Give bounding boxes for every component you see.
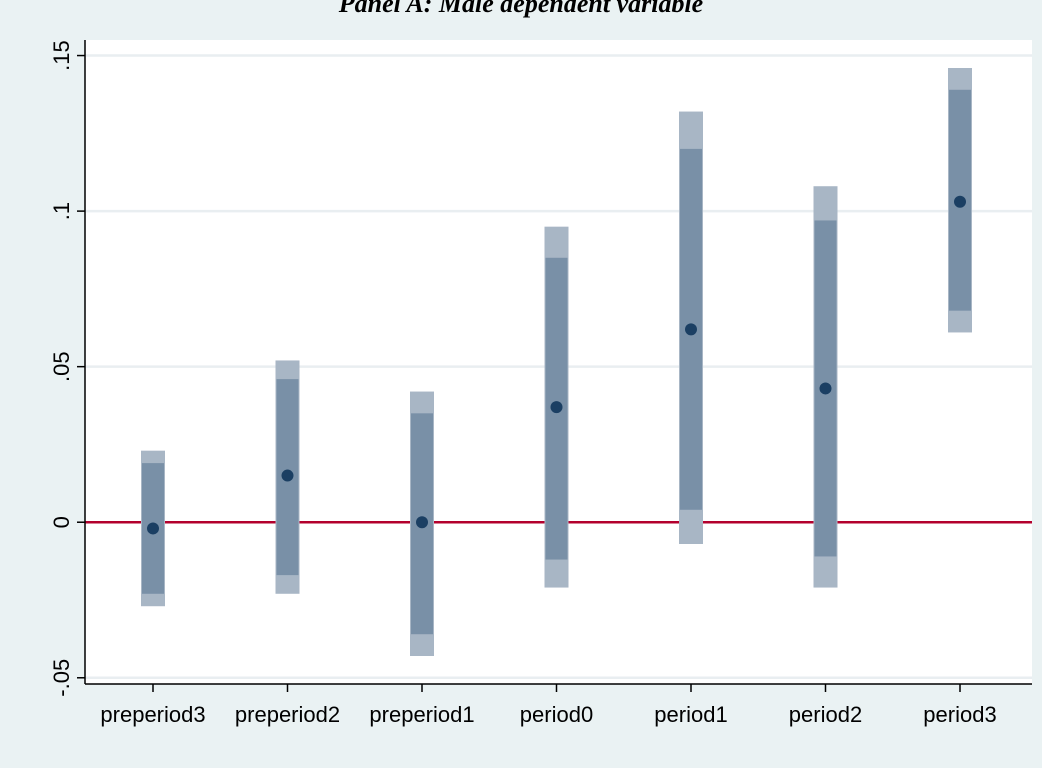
point-estimate-layer [147,195,966,535]
x-tick-label: preperiod1 [369,702,474,727]
y-tick-label: -.05 [49,659,74,697]
y-tick-label: 0 [49,516,74,528]
x-tick-label: preperiod3 [100,702,205,727]
y-tick-label: .05 [49,351,74,382]
point-estimate [281,469,294,482]
chart-title: Panel A: Male dependent variable [338,0,704,18]
point-estimate [819,382,832,395]
point-estimate [550,401,563,414]
point-estimate [147,522,159,535]
grid-layer [85,54,1032,680]
x-tick-label: period1 [654,702,727,727]
y-tick-label: .15 [49,40,74,71]
y-tick-layer: -.05 0 .05 .1 .15 [49,40,85,697]
x-tick-label: period3 [923,702,996,727]
y-tick-label: .1 [49,202,74,220]
point-estimate [416,516,428,529]
x-tick-label: period2 [789,702,862,727]
axis-layer [84,40,1032,685]
x-tick-label: period0 [520,702,593,727]
x-tick-label: preperiod2 [235,702,340,727]
point-estimate [685,323,697,336]
x-tick-layer: preperiod3 preperiod2 preperiod1 period0 per… [100,684,997,727]
point-estimate [954,195,966,208]
